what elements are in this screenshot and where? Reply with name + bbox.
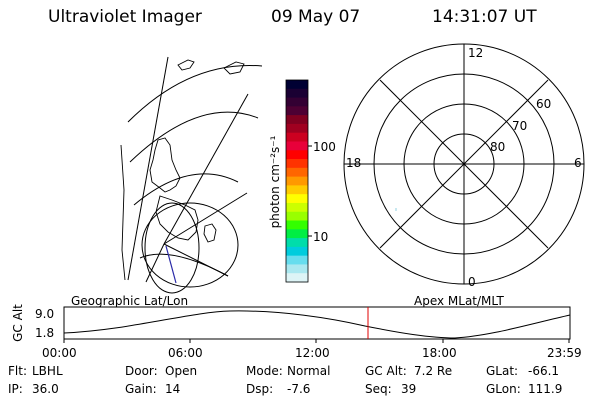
lat-label-70: 70 xyxy=(512,119,528,133)
time-label: 14:31:07 UT xyxy=(432,7,537,27)
polar-axis-diagonal xyxy=(379,79,549,249)
color-bar-tick-10: 10 xyxy=(313,230,329,244)
color-bar-cell xyxy=(286,185,308,195)
color-bar-cell xyxy=(286,264,308,274)
color-bar-cell xyxy=(286,167,308,178)
map-lon-line xyxy=(163,192,248,245)
color-bar-cell xyxy=(286,115,308,125)
map-lon-line xyxy=(163,243,229,277)
timeline-frame xyxy=(63,306,571,340)
mlt-label-6: 6 xyxy=(574,156,582,170)
map-coastline xyxy=(177,59,195,71)
color-bar-cell xyxy=(286,211,308,222)
color-bar-cells xyxy=(286,80,308,283)
color-bar-frame xyxy=(285,79,309,283)
map-coastline xyxy=(203,223,217,243)
timeline-x-tick-1200: 12:00 xyxy=(295,346,330,360)
color-bar-cell xyxy=(286,220,308,230)
dayglow-track xyxy=(165,245,177,284)
status-door-label: Door: xyxy=(125,364,158,378)
mlt-label-0: 0 xyxy=(468,275,476,289)
mlt-label-18: 18 xyxy=(346,156,362,170)
status-mode-label: Mode: xyxy=(246,364,283,378)
map-lon-line xyxy=(145,243,165,283)
polar-caption: Apex MLat/MLT xyxy=(414,294,504,308)
status-glat-value: -66.1 xyxy=(528,364,560,378)
status-mode-value: Normal xyxy=(287,364,331,378)
timeline-x-tick-0600: 06:00 xyxy=(168,346,203,360)
map-lat-arc xyxy=(133,173,239,206)
map-coastline xyxy=(223,61,245,75)
color-bar-cell xyxy=(286,238,308,248)
status-door-value: Open xyxy=(165,364,198,378)
map-lat-oval xyxy=(141,202,239,288)
color-bar-cell xyxy=(286,80,308,90)
status-ip-value: 36.0 xyxy=(32,382,59,396)
color-bar-cell xyxy=(286,246,308,257)
map-lon-line xyxy=(163,93,249,245)
date-label: 09 May 07 xyxy=(271,7,361,27)
lat-label-80: 80 xyxy=(490,140,506,154)
status-gain-value: 14 xyxy=(165,382,181,396)
color-bar-tick-100: 100 xyxy=(313,140,336,154)
timeline-x-tick-0000: 00:00 xyxy=(42,346,77,360)
color-bar-cell xyxy=(286,176,308,186)
status-filter-label: Flt: xyxy=(8,364,27,378)
timeline-y-tick-9: 9.0 xyxy=(35,307,55,321)
map-lat-oval xyxy=(144,202,200,294)
timeline-axis-label: GC Alt xyxy=(11,304,25,342)
color-bar-cell xyxy=(286,229,308,239)
color-bar-cell xyxy=(286,88,308,99)
map-coastline xyxy=(155,195,199,241)
timeline-x-tick-1800: 18:00 xyxy=(422,346,457,360)
color-bar-cell xyxy=(286,273,308,283)
color-bar-cell xyxy=(286,255,308,266)
altitude-curve xyxy=(63,310,571,339)
status-glon-label: GLon: xyxy=(486,382,521,396)
lat-label-60: 60 xyxy=(536,97,552,111)
color-bar-cell xyxy=(286,150,308,160)
status-seq-label: Seq: xyxy=(365,382,392,396)
color-bar-cell xyxy=(286,97,308,107)
polar-pixel xyxy=(395,208,397,211)
status-seq-value: 39 xyxy=(401,382,417,396)
status-ip-label: IP: xyxy=(8,382,23,396)
status-glon-value: 111.9 xyxy=(528,382,563,396)
map-lon-line xyxy=(127,56,169,281)
color-bar-cell xyxy=(286,106,308,116)
map-caption: Geographic Lat/Lon xyxy=(71,294,189,308)
timeline-y-tick-1-8: 1.8 xyxy=(35,326,55,340)
instrument-title: Ultraviolet Imager xyxy=(48,7,202,27)
status-dsp-value: -7.6 xyxy=(287,382,311,396)
color-bar-cell xyxy=(286,194,308,204)
status-gain-label: Gain: xyxy=(125,382,157,396)
map-lat-arc xyxy=(129,111,259,163)
status-glat-label: GLat: xyxy=(486,364,519,378)
status-dsp-label: Dsp: xyxy=(246,382,274,396)
color-bar-cell xyxy=(286,132,308,143)
color-bar-cell xyxy=(286,141,308,151)
status-filter-value: LBHL xyxy=(32,364,63,378)
mlt-label-12: 12 xyxy=(468,46,484,60)
timeline-x-tick-2359: 23:59 xyxy=(547,346,582,360)
map-coastline xyxy=(149,137,181,193)
status-gcalt-value: 7.2 Re xyxy=(414,364,453,378)
color-bar-cell xyxy=(286,202,308,213)
status-gcalt-label: GC Alt: xyxy=(365,364,407,378)
color-bar-cell xyxy=(286,159,308,169)
map-lat-arc xyxy=(127,64,263,123)
color-bar-cell xyxy=(286,123,308,134)
map-coastline xyxy=(120,144,126,281)
